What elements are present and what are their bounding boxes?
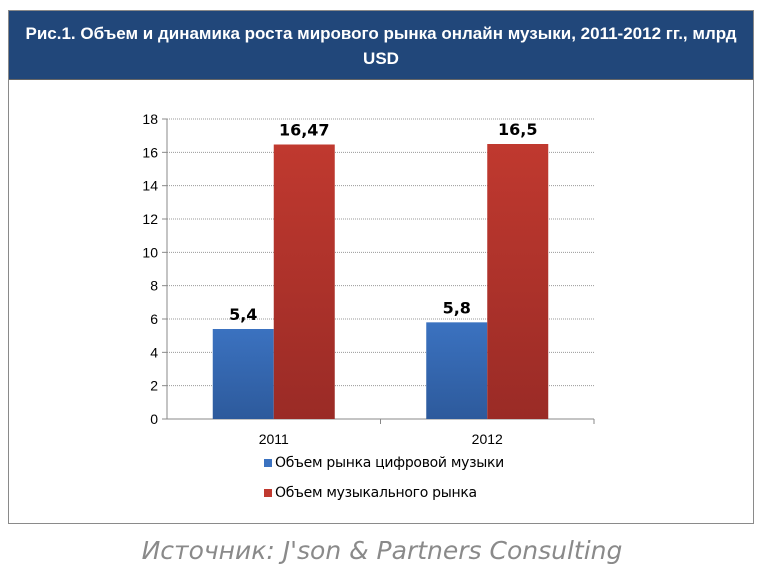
y-tick-label: 10 <box>142 244 158 260</box>
legend-swatch <box>264 459 272 467</box>
x-tick-label: 2011 <box>259 431 289 447</box>
y-tick-label: 6 <box>150 311 158 327</box>
x-tick-label: 2012 <box>472 431 503 447</box>
y-tick-label: 12 <box>142 211 158 227</box>
bar-music-market <box>487 144 549 419</box>
y-tick-label: 14 <box>142 178 158 194</box>
legend-swatch <box>264 489 272 497</box>
chart-title: Рис.1. Объем и динамика роста мирового р… <box>9 11 753 80</box>
y-tick-label: 4 <box>150 344 158 360</box>
y-tick-label: 0 <box>150 411 158 427</box>
data-label: 16,47 <box>279 121 330 140</box>
data-label: 5,8 <box>443 298 471 317</box>
y-tick-label: 18 <box>142 111 158 127</box>
legend-label: Объем рынка цифровой музыки <box>275 455 504 471</box>
bar-music-market <box>273 144 335 419</box>
source-caption: Источник: J'son & Partners Consulting <box>141 536 623 565</box>
legend-label: Объем музыкального рынка <box>275 485 477 501</box>
data-label: 5,4 <box>229 305 257 324</box>
bar-digital-music <box>426 322 488 419</box>
bar-chart: 0 2 4 6 8 10 12 14 16 18 2011 5,4 16,47 2012 5,8 16,5 Об… <box>142 111 595 501</box>
bar-digital-music <box>212 329 274 419</box>
y-tick-label: 2 <box>150 378 158 394</box>
y-tick-label: 8 <box>150 278 158 294</box>
chart-frame: Рис.1. Объем и динамика роста мирового р… <box>8 10 754 524</box>
y-tick-label: 16 <box>142 144 158 160</box>
data-label: 16,5 <box>498 120 537 139</box>
